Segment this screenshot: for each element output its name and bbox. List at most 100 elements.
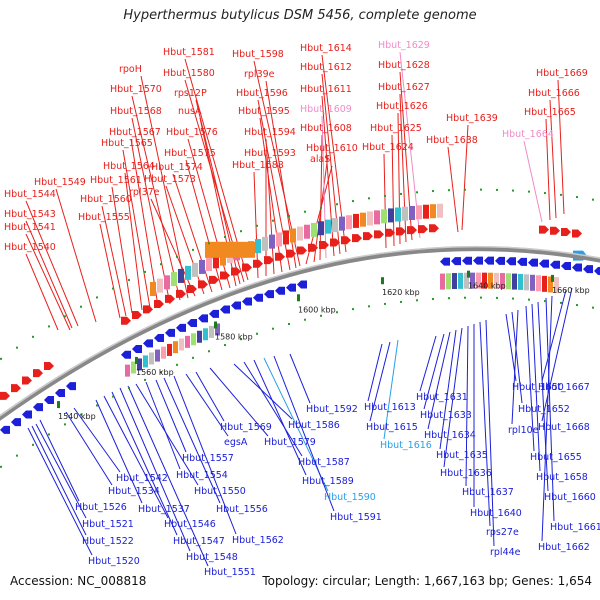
tick-dot xyxy=(256,224,258,227)
reverse-gene-label[interactable]: Hbut_1551 xyxy=(204,567,256,578)
reverse-gene-label[interactable]: Hbut_1662 xyxy=(538,542,590,553)
reverse-gene-label[interactable]: Hbut_1661 xyxy=(550,522,600,533)
forward-gene-label[interactable]: Hbut_1570 xyxy=(110,84,162,95)
forward-gene-label[interactable]: Hbut_1596 xyxy=(236,88,288,99)
reverse-gene-label[interactable]: Hbut_1660 xyxy=(544,492,596,503)
reverse-gene-label[interactable]: Hbut_1650 xyxy=(512,382,564,393)
forward-gene-label[interactable]: Hbut_1624 xyxy=(362,142,414,153)
reverse-gene-label[interactable]: egsA xyxy=(224,437,248,448)
reverse-gene-arrow xyxy=(528,258,538,267)
reverse-gene-label[interactable]: Hbut_1590 xyxy=(324,492,376,503)
forward-gene-label[interactable]: Hbut_1612 xyxy=(300,62,352,73)
forward-gene-label[interactable]: alaS xyxy=(310,154,330,165)
forward-gene-label[interactable]: Hbut_1549 xyxy=(34,177,86,188)
forward-gene-label[interactable]: Hbut_1568 xyxy=(110,106,162,117)
forward-gene-label[interactable]: Hbut_1664 xyxy=(502,129,554,140)
forward-gene-label[interactable]: Hbut_1628 xyxy=(378,60,430,71)
reverse-gene-label[interactable]: Hbut_1640 xyxy=(470,508,522,519)
forward-gene-label[interactable]: Hbut_1543 xyxy=(4,209,56,220)
reverse-gene-label[interactable]: Hbut_1522 xyxy=(82,536,134,547)
forward-gene-label[interactable]: Hbut_1540 xyxy=(4,242,56,253)
forward-gene-label[interactable]: Hbut_1574 xyxy=(151,162,203,173)
reverse-gene-label[interactable]: Hbut_1589 xyxy=(302,476,354,487)
forward-gene-label[interactable]: Hbut_1625 xyxy=(370,123,422,134)
reverse-gene-label[interactable]: Hbut_1591 xyxy=(330,512,382,523)
forward-gene-label[interactable]: Hbut_1588 xyxy=(232,160,284,171)
reverse-gene-label[interactable]: Hbut_1587 xyxy=(298,457,350,468)
forward-gene-label[interactable]: rpl37e xyxy=(129,187,160,198)
forward-gene-label[interactable]: Hbut_1565 xyxy=(101,138,153,149)
reverse-gene-label[interactable]: Hbut_1534 xyxy=(108,486,160,497)
forward-gene-label[interactable]: Hbut_1665 xyxy=(524,107,576,118)
forward-gene-label[interactable]: Hbut_1564 xyxy=(103,161,155,172)
reverse-gene-label[interactable]: Hbut_1526 xyxy=(75,502,127,513)
forward-gene-label[interactable]: Hbut_1669 xyxy=(536,68,588,79)
forward-gene-label[interactable]: nusA xyxy=(178,106,202,117)
reverse-gene-label[interactable]: Hbut_1616 xyxy=(380,440,432,451)
reverse-gene-label[interactable]: Hbut_1569 xyxy=(220,422,272,433)
forward-gene-label[interactable]: Hbut_1608 xyxy=(300,123,352,134)
forward-gene-label[interactable]: Hbut_1629 xyxy=(378,40,430,51)
reverse-gene-label[interactable]: Hbut_1668 xyxy=(538,422,590,433)
reverse-gene-label[interactable]: Hbut_1637 xyxy=(462,487,514,498)
reverse-gene-label[interactable]: Hbut_1537 xyxy=(138,504,190,515)
reverse-gene-label[interactable]: Hbut_1631 xyxy=(416,392,468,403)
forward-gene-label[interactable]: Hbut_1639 xyxy=(446,113,498,124)
forward-gene-label[interactable]: Hbut_1627 xyxy=(378,82,430,93)
reverse-gene-label[interactable]: Hbut_1546 xyxy=(164,519,216,530)
reverse-gene-label[interactable]: rpl10e xyxy=(508,425,539,436)
reverse-gene-label[interactable]: rpl44e xyxy=(490,547,521,558)
reverse-gene-label[interactable]: Hbut_1520 xyxy=(88,556,140,567)
reverse-gene-label[interactable]: Hbut_1554 xyxy=(176,470,228,481)
reverse-gene-label[interactable]: rps27e xyxy=(486,527,519,538)
reverse-gene-label[interactable]: Hbut_1652 xyxy=(518,404,570,415)
reverse-gene-label[interactable]: Hbut_1542 xyxy=(116,473,168,484)
reverse-gene-label[interactable]: Hbut_1521 xyxy=(82,519,134,530)
reverse-gene-label[interactable]: Hbut_1667 xyxy=(538,382,590,393)
forward-gene-label[interactable]: Hbut_1580 xyxy=(163,68,215,79)
forward-leader-line xyxy=(265,138,275,275)
reverse-gene-label[interactable]: Hbut_1658 xyxy=(536,472,588,483)
reverse-gene-label[interactable]: Hbut_1635 xyxy=(436,450,488,461)
forward-gene-label[interactable]: Hbut_1594 xyxy=(244,127,296,138)
forward-gene-label[interactable]: Hbut_1575 xyxy=(164,148,216,159)
forward-gene-label[interactable]: Hbut_1598 xyxy=(232,49,284,60)
forward-gene-label[interactable]: Hbut_1638 xyxy=(426,135,478,146)
reverse-gene-label[interactable]: Hbut_1655 xyxy=(530,452,582,463)
reverse-gene-label[interactable]: Hbut_1579 xyxy=(264,437,316,448)
reverse-gene-label[interactable]: Hbut_1634 xyxy=(424,430,476,441)
forward-gene-label[interactable]: Hbut_1595 xyxy=(238,106,290,117)
reverse-gene-label[interactable]: Hbut_1636 xyxy=(440,468,492,479)
forward-gene-label[interactable]: Hbut_1593 xyxy=(244,148,296,159)
reverse-gene-label[interactable]: Hbut_1592 xyxy=(306,404,358,415)
reverse-gene-label[interactable]: Hbut_1548 xyxy=(186,552,238,563)
forward-gene-label[interactable]: Hbut_1581 xyxy=(163,47,215,58)
reverse-gene-label[interactable]: Hbut_1547 xyxy=(173,536,225,547)
forward-gene-label[interactable]: Hbut_1614 xyxy=(300,43,352,54)
reverse-gene-label[interactable]: Hbut_1633 xyxy=(420,410,472,421)
forward-gene-label[interactable]: Hbut_1576 xyxy=(166,127,218,138)
forward-gene-label[interactable]: Hbut_1560 xyxy=(80,194,132,205)
forward-gene-label[interactable]: Hbut_1626 xyxy=(376,101,428,112)
forward-gene-label[interactable]: Hbut_1555 xyxy=(78,212,130,223)
forward-gene-label[interactable]: Hbut_1611 xyxy=(300,84,352,95)
forward-gene-label[interactable]: Hbut_1573 xyxy=(144,174,196,185)
forward-gene-label[interactable]: Hbut_1544 xyxy=(4,189,56,200)
reverse-gene-label[interactable]: Hbut_1557 xyxy=(182,453,234,464)
reverse-gene-label[interactable]: Hbut_1613 xyxy=(364,402,416,413)
forward-gene-label[interactable]: Hbut_1610 xyxy=(306,143,358,154)
forward-gene-label[interactable]: rpoH xyxy=(119,64,142,75)
reverse-gene-label[interactable]: Hbut_1556 xyxy=(216,504,268,515)
reverse-gene-label[interactable]: Hbut_1562 xyxy=(232,535,284,546)
forward-gene-label[interactable]: Hbut_1666 xyxy=(528,88,580,99)
forward-gene-label[interactable]: rpl39e xyxy=(244,69,275,80)
reverse-gene-label[interactable]: Hbut_1586 xyxy=(288,420,340,431)
reverse-gene-label[interactable]: Hbut_1615 xyxy=(366,422,418,433)
forward-gene-label[interactable]: Hbut_1609 xyxy=(300,104,352,115)
forward-gene-label[interactable]: Hbut_1567 xyxy=(109,127,161,138)
forward-gene-label[interactable]: rps12P xyxy=(174,88,207,99)
forward-gene-label[interactable]: Hbut_1541 xyxy=(4,222,56,233)
forward-leader-line xyxy=(557,79,565,215)
forward-gene-label[interactable]: Hbut_1561 xyxy=(90,175,142,186)
reverse-gene-label[interactable]: Hbut_1550 xyxy=(194,486,246,497)
